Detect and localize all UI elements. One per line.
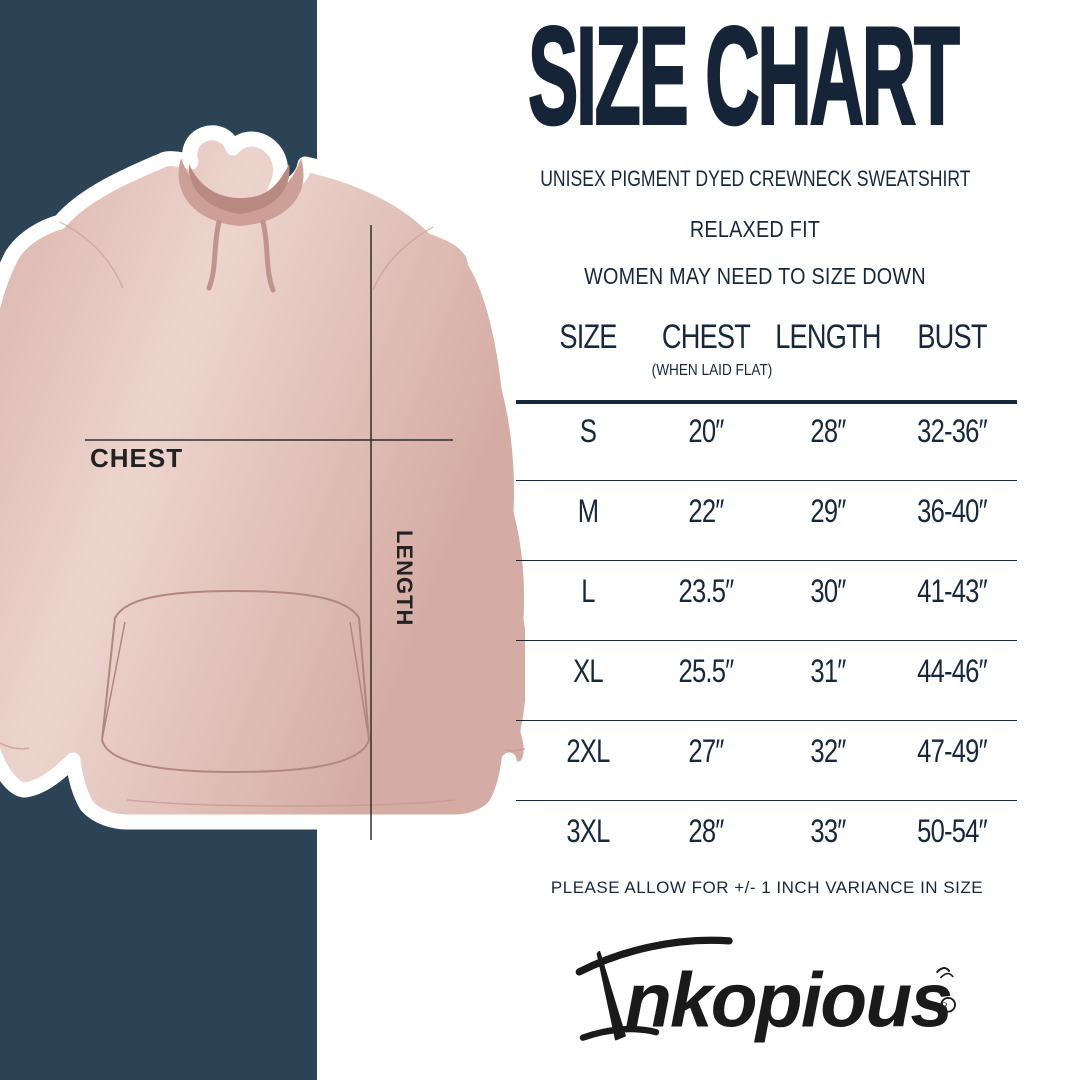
svg-text:nkopious: nkopious: [625, 959, 951, 1044]
svg-text:R: R: [941, 1000, 947, 1010]
